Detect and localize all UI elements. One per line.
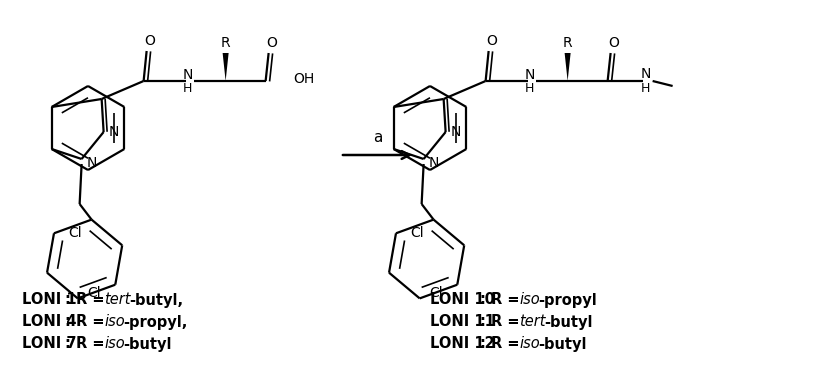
- Text: O: O: [144, 34, 155, 48]
- Text: R: R: [221, 36, 231, 50]
- Text: Cl: Cl: [430, 286, 443, 300]
- Text: LONI 7: LONI 7: [22, 336, 76, 351]
- Text: LONI 10: LONI 10: [430, 292, 495, 308]
- Text: N: N: [183, 68, 193, 82]
- Text: N: N: [525, 68, 535, 82]
- Text: Cl: Cl: [88, 286, 101, 300]
- Polygon shape: [564, 53, 571, 81]
- Text: O: O: [266, 36, 277, 50]
- Text: N: N: [451, 125, 461, 139]
- Text: LONI 11: LONI 11: [430, 315, 495, 330]
- Text: iso: iso: [105, 315, 125, 330]
- Text: N: N: [428, 156, 439, 170]
- Text: H: H: [183, 82, 193, 96]
- Text: -butyl,: -butyl,: [129, 292, 183, 308]
- Text: LONI 4: LONI 4: [22, 315, 76, 330]
- Polygon shape: [222, 53, 228, 81]
- Text: : R =: : R =: [481, 336, 525, 351]
- Text: O: O: [608, 36, 619, 50]
- Text: : R =: : R =: [481, 315, 525, 330]
- Text: -butyl: -butyl: [544, 315, 593, 330]
- Text: : R =: : R =: [66, 336, 110, 351]
- Text: N: N: [641, 67, 651, 81]
- Text: H: H: [641, 81, 651, 94]
- Text: : R =: : R =: [66, 315, 110, 330]
- Text: LONI 12: LONI 12: [430, 336, 495, 351]
- Text: N: N: [109, 125, 119, 139]
- Text: : R =: : R =: [481, 292, 525, 308]
- Text: : R =: : R =: [66, 292, 110, 308]
- Text: tert: tert: [520, 315, 546, 330]
- Text: tert: tert: [105, 292, 130, 308]
- Text: -propyl: -propyl: [538, 292, 597, 308]
- Text: iso: iso: [105, 336, 125, 351]
- Text: a: a: [374, 130, 383, 146]
- Text: -propyl,: -propyl,: [123, 315, 188, 330]
- Text: Cl: Cl: [68, 226, 81, 240]
- Text: OH: OH: [294, 72, 315, 86]
- Text: R: R: [563, 36, 573, 50]
- Text: N: N: [86, 156, 97, 170]
- Text: -butyl: -butyl: [123, 336, 171, 351]
- Text: iso: iso: [520, 292, 540, 308]
- Text: Cl: Cl: [410, 226, 423, 240]
- Text: O: O: [486, 34, 497, 48]
- Text: -butyl: -butyl: [538, 336, 587, 351]
- Text: iso: iso: [520, 336, 540, 351]
- Text: H: H: [525, 82, 535, 96]
- Text: LONI 1: LONI 1: [22, 292, 76, 308]
